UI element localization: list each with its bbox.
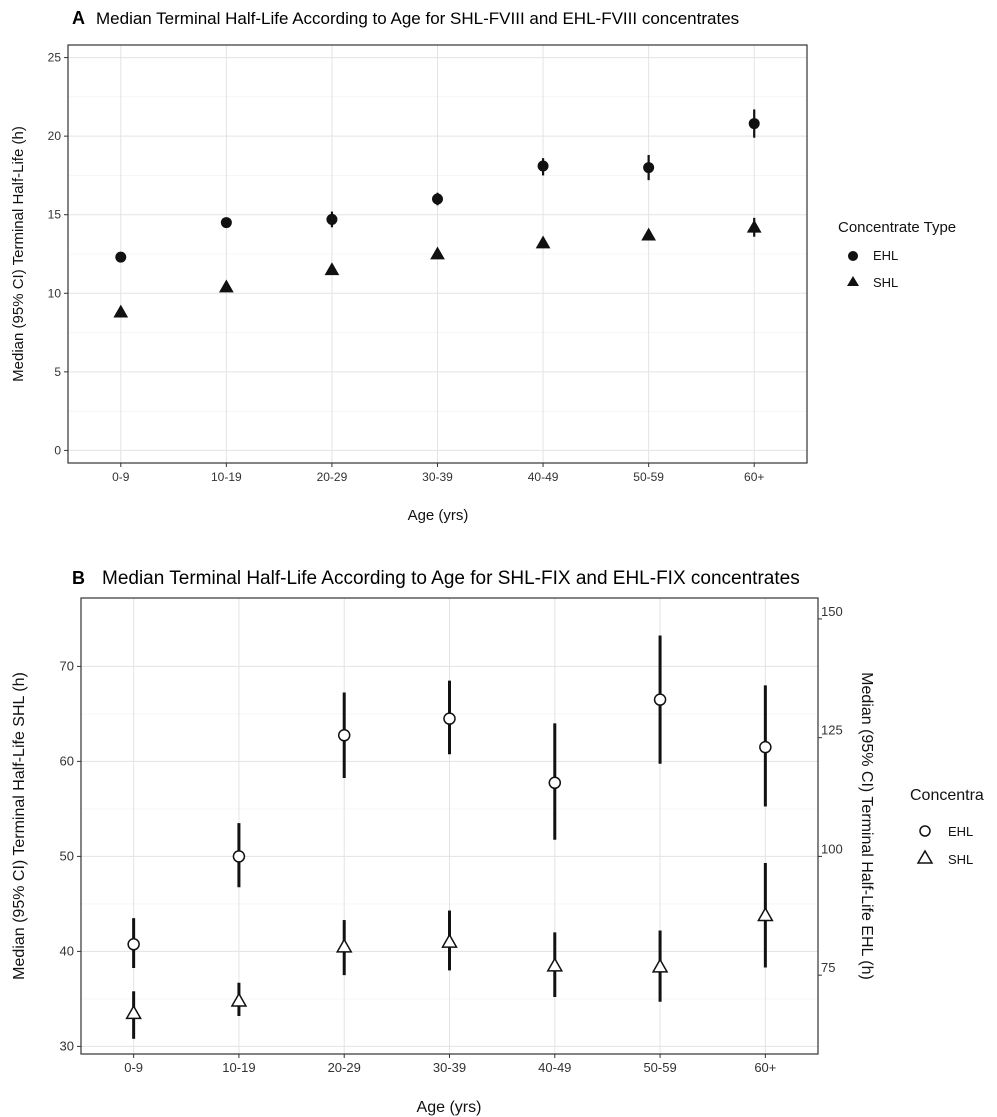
panel-b-legend-ehl-marker <box>919 825 931 837</box>
panel-b: B Median Terminal Half-Life According to… <box>11 568 984 1116</box>
x-tick-label: 40-49 <box>528 470 559 484</box>
shl-point <box>230 992 248 1007</box>
y-tick-label: 20 <box>48 129 62 143</box>
panel-b-y-axis-label-right: Median (95% CI) Terminal Half-Life EHL (… <box>858 672 875 980</box>
ehl-point <box>127 938 140 951</box>
panel-a-y-axis-label: Median (95% CI) Terminal Half-Life (h) <box>10 126 27 382</box>
y-tick-label: 50 <box>60 848 74 863</box>
panel-b-plot-frame <box>80 597 819 1055</box>
ehl-point <box>443 712 456 725</box>
panel-b-x-axis-label: Age (yrs) <box>417 1099 482 1116</box>
shl-point <box>746 219 762 233</box>
ehl-point <box>759 740 772 754</box>
x-tick-label: 40-49 <box>538 1060 571 1075</box>
shl-point <box>113 304 129 318</box>
panel-b-y-ticks-right: 75 100 125 150 <box>818 604 843 976</box>
panel-b-marks <box>125 635 774 1039</box>
panel-b-legend-title: Concentra <box>910 787 984 804</box>
ehl-point <box>337 729 351 742</box>
x-tick-label: 60+ <box>754 1060 776 1075</box>
x-tick-label: 10-19 <box>222 1060 255 1075</box>
y-right-tick-label: 100 <box>821 841 843 856</box>
ehl-point <box>115 251 127 263</box>
shl-point <box>546 957 564 972</box>
ehl-point <box>432 193 443 205</box>
ehl-point <box>653 693 667 706</box>
shl-point <box>324 262 340 276</box>
shl-point <box>441 933 458 948</box>
shl-point <box>641 227 657 241</box>
panel-b-title: Median Terminal Half-Life According to A… <box>102 568 800 589</box>
panel-a-plot-frame <box>67 44 808 464</box>
y-tick-label: 30 <box>60 1038 74 1053</box>
panel-a-x-axis-label: Age (yrs) <box>408 507 469 524</box>
panel-a-legend-shl-label: SHL <box>873 275 898 290</box>
panel-a-x-ticks: 0-9 10-19 20-29 30-39 40-49 50-59 60+ <box>112 463 764 484</box>
ehl-point <box>548 776 562 790</box>
x-tick-label: 20-29 <box>328 1060 361 1075</box>
panel-a-legend: Concentrate Type EHL SHL <box>838 219 956 290</box>
y-right-tick-label: 125 <box>821 723 843 738</box>
ehl-point <box>220 217 232 229</box>
panel-b-y-ticks-left: 30 40 50 60 70 <box>60 658 81 1053</box>
shl-point <box>430 246 445 260</box>
panel-a-legend-title: Concentrate Type <box>838 219 956 236</box>
y-right-tick-label: 75 <box>821 960 835 975</box>
ehl-point <box>748 118 760 130</box>
shl-point <box>335 938 353 953</box>
panel-b-y-axis-label-left: Median (95% CI) Terminal Half-Life SHL (… <box>11 672 28 980</box>
panel-b-legend-shl-label: SHL <box>948 852 973 867</box>
panel-a-title: Median Terminal Half-Life According to A… <box>96 9 739 28</box>
y-tick-label: 25 <box>48 51 62 65</box>
panel-a-marks <box>113 109 762 318</box>
panel-b-legend: Concentra EHL SHL <box>910 787 984 867</box>
x-tick-label: 60+ <box>744 470 764 484</box>
panel-b-x-ticks: 0-9 10-19 20-29 30-39 40-49 50-59 60+ <box>124 1054 776 1075</box>
shl-point <box>651 958 669 973</box>
x-tick-label: 0-9 <box>124 1060 143 1075</box>
panel-a-letter: A <box>72 8 85 28</box>
y-tick-label: 60 <box>60 753 74 768</box>
y-tick-label: 5 <box>54 365 61 379</box>
panel-a-y-ticks: 0 5 10 15 20 25 <box>48 51 68 457</box>
y-right-tick-label: 150 <box>821 604 843 619</box>
x-tick-label: 0-9 <box>112 470 130 484</box>
y-tick-label: 40 <box>60 943 74 958</box>
shl-point <box>757 906 774 922</box>
x-tick-label: 50-59 <box>643 1060 676 1075</box>
y-tick-label: 10 <box>48 286 62 300</box>
y-tick-label: 15 <box>48 208 62 222</box>
panel-b-legend-ehl-label: EHL <box>948 824 973 839</box>
panel-b-letter: B <box>72 568 85 588</box>
panel-a: A Median Terminal Half-Life According to… <box>10 8 956 524</box>
x-tick-label: 30-39 <box>422 470 453 484</box>
y-tick-label: 70 <box>60 658 74 673</box>
ehl-point <box>643 162 655 174</box>
panel-b-legend-shl-marker <box>916 849 934 864</box>
x-tick-label: 30-39 <box>433 1060 466 1075</box>
panel-a-legend-ehl-label: EHL <box>873 248 898 263</box>
x-tick-label: 10-19 <box>211 470 242 484</box>
shl-point <box>125 1004 142 1020</box>
x-tick-label: 50-59 <box>633 470 664 484</box>
panel-b-gridlines <box>81 598 818 1054</box>
panel-a-legend-ehl-marker <box>848 251 858 261</box>
ehl-point <box>326 213 338 225</box>
x-tick-label: 20-29 <box>317 470 348 484</box>
y-tick-label: 0 <box>54 443 61 457</box>
ehl-point <box>232 850 246 863</box>
shl-point <box>218 279 234 293</box>
shl-point <box>535 235 551 249</box>
panel-a-legend-shl-marker <box>847 276 859 286</box>
ehl-point <box>537 160 549 172</box>
